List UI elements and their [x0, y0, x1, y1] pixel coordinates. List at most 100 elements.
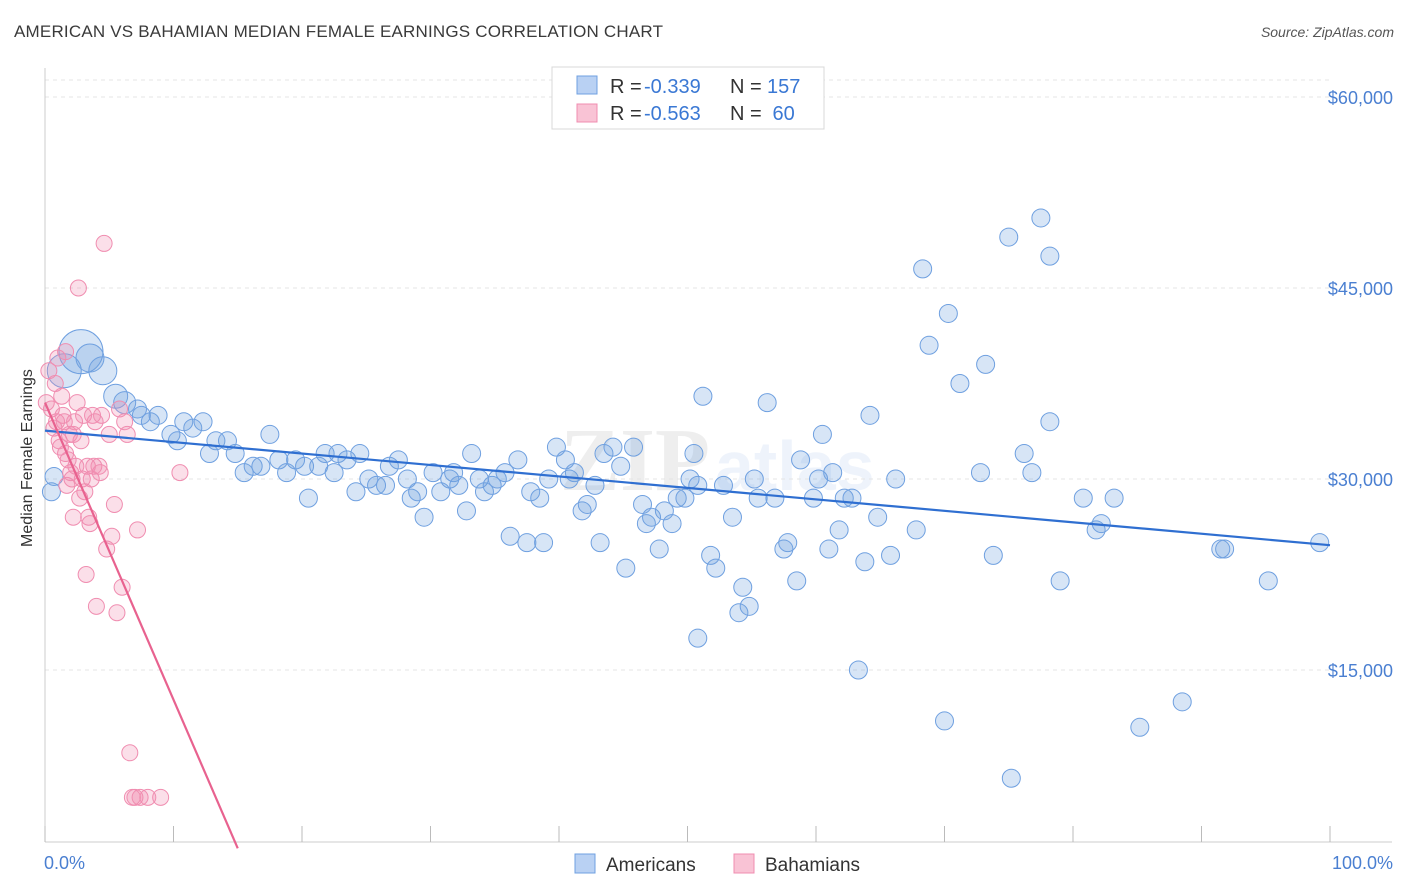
- americans-point: [243, 456, 263, 476]
- americans-point: [1014, 444, 1034, 464]
- americans-point: [1040, 246, 1060, 266]
- americans-point: [855, 552, 875, 572]
- bahamians-point: [95, 234, 113, 252]
- americans-point: [662, 514, 682, 534]
- americans-point: [688, 475, 708, 495]
- grid-lines: [45, 79, 1330, 671]
- americans-point: [577, 494, 597, 514]
- americans-point: [733, 577, 753, 597]
- bahamians-point: [139, 788, 157, 806]
- bahamians-point: [86, 413, 104, 431]
- americans-point: [1172, 692, 1192, 712]
- americans-point: [140, 412, 160, 432]
- bahamians-point: [64, 508, 82, 526]
- legend-americans-swatch: [574, 853, 596, 874]
- bahamians-point: [93, 406, 111, 424]
- americans-point: [701, 545, 721, 565]
- americans-point: [976, 354, 996, 374]
- americans-point: [88, 356, 118, 386]
- bahamians-point: [57, 343, 75, 361]
- americans-point: [868, 507, 888, 527]
- americans-point: [449, 475, 469, 495]
- americans-point: [251, 456, 271, 476]
- americans-point: [482, 475, 502, 495]
- americans-point: [1104, 488, 1124, 508]
- americans-point: [848, 660, 868, 680]
- y-tick-label: $15,000: [1328, 661, 1393, 681]
- americans-point: [75, 343, 105, 373]
- bahamians-trend-line: [43, 402, 239, 849]
- americans-point: [346, 482, 366, 502]
- americans-n-label: N =: [730, 76, 762, 98]
- bahamians-point: [87, 597, 105, 615]
- americans-point: [886, 469, 906, 489]
- americans-point: [624, 437, 644, 457]
- americans-point: [616, 558, 636, 578]
- americans-points: [41, 208, 1330, 788]
- americans-point: [729, 603, 749, 623]
- americans-point: [397, 469, 417, 489]
- y-tick-label: $45,000: [1328, 279, 1393, 299]
- americans-point: [748, 488, 768, 508]
- americans-point: [636, 514, 656, 534]
- americans-point: [919, 335, 939, 355]
- x-tick-label: 100.0%: [1332, 853, 1393, 873]
- bahamians-point: [171, 464, 189, 482]
- americans-point: [508, 450, 528, 470]
- legend-americans-label: Americans: [606, 855, 696, 876]
- americans-point: [408, 482, 428, 502]
- bahamians-point: [77, 566, 95, 583]
- americans-point: [765, 488, 785, 508]
- americans-point: [456, 501, 476, 521]
- americans-point: [1215, 539, 1235, 559]
- americans-point: [572, 501, 592, 521]
- americans-point: [44, 466, 64, 486]
- americans-point: [829, 520, 849, 540]
- americans-point: [590, 533, 610, 553]
- y-tick-label: $60,000: [1328, 88, 1393, 108]
- americans-point: [193, 412, 213, 432]
- y-tick-labels: $15,000 $30,000 $45,000 $60,000: [1328, 88, 1393, 681]
- americans-point: [684, 444, 704, 464]
- bahamians-r-label: R =: [610, 103, 642, 125]
- americans-point: [787, 571, 807, 591]
- legend-bahamians-swatch: [733, 853, 755, 874]
- americans-point: [913, 259, 933, 279]
- americans-point: [688, 628, 708, 648]
- americans-point: [649, 539, 669, 559]
- bahamians-point: [105, 495, 123, 513]
- y-axis-label: Median Female Earnings: [19, 369, 36, 547]
- americans-point: [1031, 208, 1051, 228]
- americans-point: [791, 450, 811, 470]
- americans-point: [41, 482, 61, 502]
- americans-point: [983, 545, 1003, 565]
- americans-point: [534, 533, 554, 553]
- americans-point: [722, 507, 742, 527]
- bahamians-point: [126, 788, 144, 806]
- americans-point: [1022, 463, 1042, 483]
- americans-point: [778, 533, 798, 553]
- americans-point: [1040, 412, 1060, 432]
- bahamians-point: [152, 788, 170, 806]
- americans-point: [603, 437, 623, 457]
- americans-point: [819, 539, 839, 559]
- americans-point: [970, 463, 990, 483]
- americans-point: [823, 463, 843, 483]
- bahamians-point: [82, 470, 100, 488]
- chart-title: AMERICAN VS BAHAMIAN MEDIAN FEMALE EARNI…: [14, 22, 664, 41]
- americans-point: [500, 526, 520, 546]
- bahamians-point: [91, 464, 109, 482]
- americans-point: [739, 596, 759, 616]
- americans-point: [517, 533, 537, 553]
- americans-point: [1001, 768, 1021, 788]
- americans-point: [999, 227, 1019, 247]
- americans-point: [324, 463, 344, 483]
- americans-point: [881, 545, 901, 565]
- americans-point: [414, 507, 434, 527]
- americans-point: [260, 424, 280, 444]
- americans-point: [539, 469, 559, 489]
- trend-lines: [43, 402, 1331, 849]
- americans-point: [359, 469, 379, 489]
- americans-point: [693, 386, 713, 406]
